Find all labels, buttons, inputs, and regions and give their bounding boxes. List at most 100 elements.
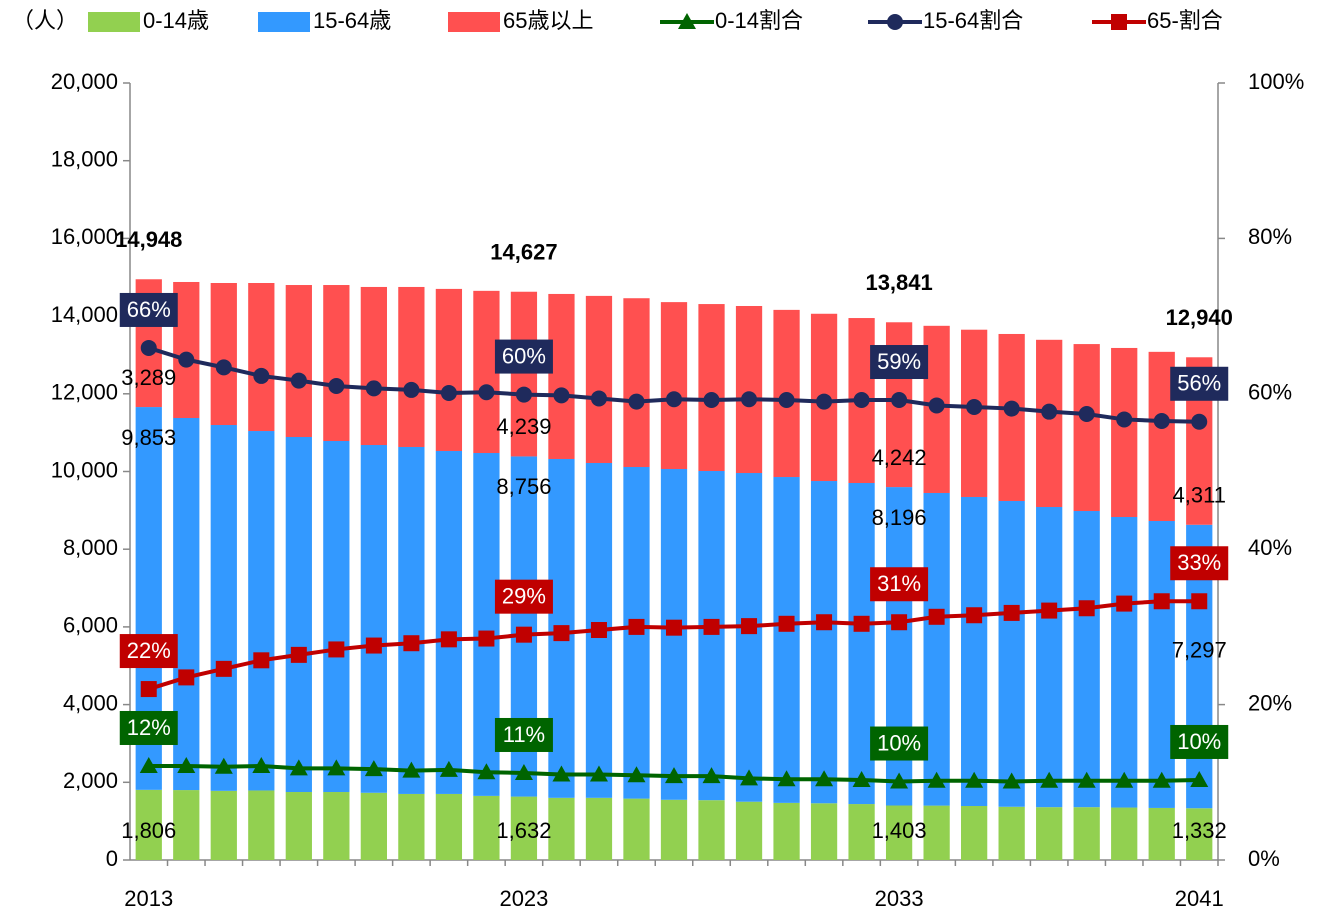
bar-segment [173, 790, 200, 860]
bar-segment [135, 789, 162, 860]
bar-segment [548, 293, 575, 459]
bar-segment [698, 304, 725, 471]
line-marker [852, 770, 871, 787]
line-marker [553, 625, 570, 642]
bar-segment [323, 285, 350, 442]
line-marker [177, 756, 196, 773]
ratio-label: 29% [502, 583, 546, 608]
bar-segment [961, 805, 988, 860]
line-marker [740, 769, 759, 786]
bar-segment [923, 805, 950, 860]
line-marker [741, 391, 758, 408]
line-marker [966, 607, 983, 624]
bar-segment [623, 298, 650, 467]
label-box [1170, 546, 1229, 581]
y-tick-label: 20,000 [51, 69, 118, 94]
line-marker [1002, 772, 1021, 789]
bar-segment [698, 800, 725, 860]
y2-tick-label: 100% [1248, 69, 1304, 94]
bar-segment [998, 500, 1025, 807]
bar-segment [735, 801, 763, 860]
data-label: 4,311 [1173, 483, 1226, 508]
y-tick-label: 4,000 [63, 690, 118, 715]
line-marker [514, 763, 533, 780]
bar-segment [210, 282, 237, 425]
data-label: 8,756 [496, 474, 551, 499]
ratio-label: 10% [877, 730, 921, 755]
line-marker [403, 635, 420, 652]
line-marker [590, 390, 607, 407]
total-label: 14,627 [490, 240, 557, 265]
bar-segment [961, 496, 988, 806]
ratio-label: 11% [503, 722, 545, 747]
ratio-label: 31% [877, 571, 921, 596]
y-tick-label: 8,000 [63, 535, 118, 560]
bar-segment [1111, 347, 1138, 517]
ratio-label: 59% [877, 349, 921, 374]
bar-segment [210, 424, 237, 791]
bar-segment [848, 804, 875, 860]
line-marker [1115, 771, 1134, 788]
label-box [1170, 724, 1229, 759]
x-tick-label: 2041 [1175, 886, 1224, 911]
bar-segment [810, 481, 838, 804]
ratio-label: 66% [127, 297, 171, 322]
bar-segment [773, 477, 800, 803]
bar-segment [735, 305, 763, 474]
line-marker [815, 770, 834, 787]
bar-segment [210, 790, 237, 860]
line-marker [703, 618, 720, 635]
y-axis-unit: （人） [12, 8, 78, 33]
line-marker [364, 760, 383, 777]
bar-segment [698, 470, 725, 801]
line-marker [402, 761, 421, 778]
bar-segment [885, 805, 913, 860]
bar-segment [360, 445, 387, 793]
bar-segment [248, 431, 275, 791]
line-marker [928, 397, 945, 414]
bar-segment [398, 446, 425, 794]
bar-segment [548, 797, 575, 860]
line-marker [1116, 595, 1133, 612]
bar-segment [660, 799, 688, 860]
line-marker [140, 681, 157, 698]
data-label: 4,239 [496, 414, 551, 439]
bar-segment [1073, 344, 1100, 512]
y2-tick-label: 40% [1248, 535, 1292, 560]
bar-segment [1111, 807, 1138, 860]
data-label: 1,332 [1172, 818, 1227, 843]
label-box [119, 634, 178, 669]
total-label: 12,940 [1166, 305, 1233, 330]
bar-segment [585, 797, 613, 860]
line-marker [1153, 593, 1170, 610]
line-marker [666, 619, 682, 636]
label-box [494, 579, 553, 614]
ratio-label: 10% [1177, 729, 1221, 754]
data-label: 9,853 [121, 425, 176, 450]
line-marker [627, 766, 646, 783]
bar-segment [435, 793, 463, 860]
label-box [119, 710, 178, 745]
line-marker [1003, 604, 1020, 621]
line-marker [440, 631, 457, 648]
x-tick-label: 2033 [875, 886, 924, 911]
legend-label: 15-64割合 [923, 8, 1023, 33]
y-tick-label: 18,000 [51, 147, 118, 172]
label-box [870, 726, 929, 761]
bar-segment [1036, 507, 1063, 808]
data-label: 1,403 [872, 818, 927, 843]
bar-segment [248, 790, 275, 860]
line-marker [628, 393, 645, 410]
line-marker [702, 767, 721, 784]
y2-tick-label: 0% [1248, 846, 1280, 871]
line-marker [290, 646, 307, 663]
y-tick-label: 10,000 [51, 457, 118, 482]
line-marker [927, 771, 946, 788]
bar-segment [323, 792, 350, 860]
line-marker [1152, 771, 1171, 788]
bar-segment [285, 792, 312, 860]
line-marker [215, 359, 232, 376]
line-marker [778, 392, 795, 409]
line-marker [215, 660, 232, 677]
